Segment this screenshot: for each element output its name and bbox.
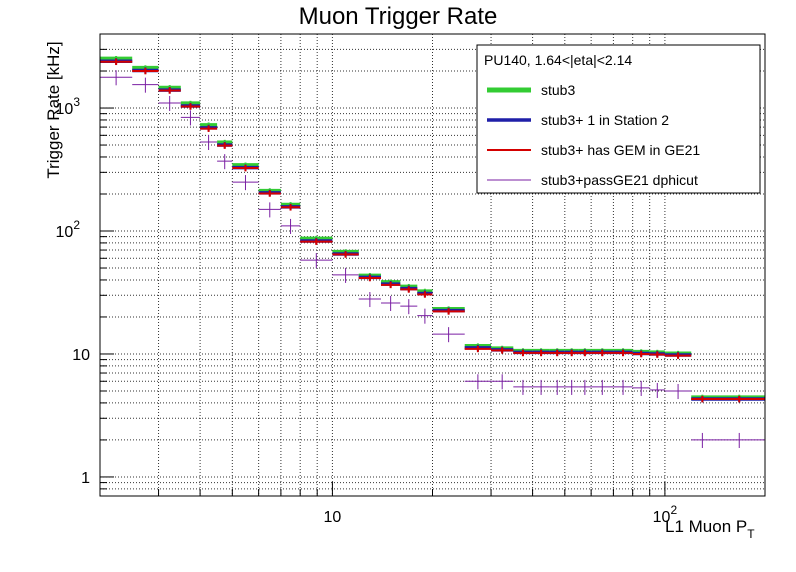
y-tick-label-base: 10	[56, 224, 74, 241]
legend-entry-label: stub3+ 1 in Station 2	[541, 112, 669, 128]
y-tick-label: 103	[56, 95, 81, 118]
series-2	[100, 58, 765, 403]
x-tick-label-exponent: 2	[670, 503, 677, 517]
axis-ticks	[99, 33, 766, 497]
y-tick-label: 1	[81, 470, 90, 487]
y-tick-label: 10	[72, 347, 90, 364]
y-tick-label-base: 10	[56, 101, 74, 118]
y-tick-label-exponent: 2	[73, 218, 80, 232]
x-tick-label: 102	[653, 503, 678, 526]
series-3	[100, 70, 765, 448]
grid-lines	[99, 33, 766, 497]
x-axis-label: L1 Muon PT	[665, 517, 755, 541]
legend-header: PU140, 1.64<|eta|<2.14	[484, 52, 632, 68]
legend-entry-label: stub3+passGE21 dphicut	[541, 172, 698, 188]
chart-title: Muon Trigger Rate	[299, 3, 498, 30]
y-tick-label-base: 10	[72, 347, 90, 364]
legend-entry-label: stub3+ has GEM in GE21	[541, 142, 700, 158]
legend-entry-label: stub3	[541, 82, 575, 98]
x-axis-label-subscript: T	[747, 527, 755, 541]
data-series	[100, 55, 765, 448]
legend: PU140, 1.64<|eta|<2.14 stub3 stub3+ 1 in S…	[476, 44, 761, 194]
x-tick-label-base: 10	[653, 509, 671, 526]
x-tick-label-base: 10	[324, 509, 342, 526]
y-tick-label: 102	[56, 218, 81, 241]
y-axis-label: Trigger Rate [kHz]	[44, 41, 63, 178]
x-tick-label: 10	[324, 509, 342, 526]
y-tick-label-base: 1	[81, 470, 90, 487]
y-tick-label-exponent: 3	[73, 95, 80, 109]
x-axis-label-main: L1 Muon P	[665, 517, 747, 536]
